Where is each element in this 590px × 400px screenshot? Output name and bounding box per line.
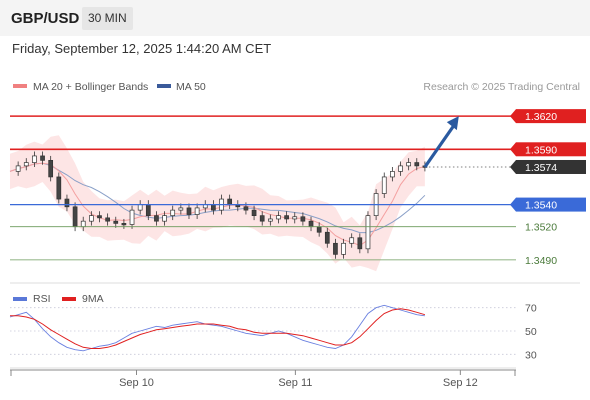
timeframe-badge[interactable]: 30 MIN (82, 7, 133, 30)
candle (162, 215, 167, 222)
rsi-series-9MA (10, 308, 426, 349)
rsi-legend-swatch (13, 297, 27, 301)
candle (186, 207, 192, 215)
candle (64, 198, 70, 208)
candle (97, 215, 102, 219)
candle (398, 165, 403, 172)
ma20-legend-label: MA 20 + Bollinger Bands (33, 81, 148, 93)
rsi-tick-label: 70 (525, 303, 537, 315)
rsi-panel: 70 50 30 (9, 303, 537, 361)
candle (23, 162, 29, 167)
level-label-box (516, 109, 586, 124)
bollinger-band (10, 135, 425, 272)
level-label-1.3620: 1.3620 (525, 111, 557, 123)
candle (390, 171, 395, 178)
candle (113, 220, 119, 224)
candle (316, 226, 322, 233)
rsi-series-RSI (9, 304, 425, 352)
time-tick-label: Sep 11 (278, 377, 312, 389)
candle (72, 206, 78, 228)
datetime-label: Friday, September 12, 2025 1:44:20 AM CE… (12, 41, 272, 56)
candle (243, 206, 249, 211)
candle (365, 215, 371, 250)
candle (284, 215, 289, 220)
level-label-box (516, 159, 586, 174)
candle (80, 220, 86, 228)
candle (357, 237, 363, 250)
level-lines: 1.3620 1.3590 1.3574 1.3540 1.3520 1.3490 (10, 109, 586, 267)
candle (259, 215, 265, 222)
candle (32, 155, 37, 163)
candle (324, 231, 330, 244)
candle (308, 220, 314, 228)
candle (121, 223, 127, 226)
ma9-legend-label: 9MA (82, 293, 104, 305)
candle (211, 204, 216, 211)
candle (341, 242, 346, 255)
candle (170, 209, 176, 216)
level-label-tip (510, 197, 516, 212)
candle (227, 198, 233, 205)
level-label-1.3490: 1.3490 (525, 255, 557, 267)
rsi-legend-label: RSI (33, 293, 51, 305)
level-label-tip (510, 159, 516, 174)
level-label-tip (510, 109, 516, 124)
candle (48, 160, 54, 178)
candle (129, 209, 135, 225)
ma50-legend-swatch (157, 84, 171, 88)
candle (40, 155, 45, 161)
candle (154, 215, 159, 222)
candle (89, 215, 94, 222)
candle (137, 204, 143, 211)
rsi-tick-label: 30 (525, 349, 537, 361)
candle (333, 242, 338, 255)
candle (251, 209, 257, 216)
symbol-title: GBP/USD (11, 10, 80, 27)
ma20-legend-swatch (13, 84, 27, 88)
level-label-tip (510, 142, 516, 157)
level-label-box (516, 142, 586, 157)
ma50-line (9, 162, 426, 234)
level-label-1.3590: 1.3590 (525, 144, 557, 156)
level-label-1.3520: 1.3520 (525, 222, 557, 234)
ma9-legend-swatch (62, 297, 76, 301)
candle (276, 215, 281, 220)
time-tick-label: Sep 12 (443, 377, 478, 389)
candle (292, 216, 298, 220)
candle (145, 204, 151, 216)
candle (178, 207, 184, 211)
level-label-box (516, 197, 586, 212)
ma50-legend-label: MA 50 (176, 81, 206, 93)
copyright-label: Research © 2025 Trading Central (423, 81, 580, 93)
candle (56, 176, 62, 200)
candle (194, 207, 200, 215)
projection-arrow-shaft (423, 123, 457, 168)
candle (349, 237, 355, 244)
projection-arrow-head (446, 116, 459, 131)
ma20-line (9, 162, 426, 247)
rsi-tick-label: 50 (525, 326, 537, 338)
level-label-1.3574: 1.3574 (525, 162, 557, 174)
time-tick-label: Sep 10 (119, 377, 154, 389)
candle (300, 216, 306, 222)
candle (406, 162, 411, 167)
candle (381, 176, 387, 194)
candle (15, 165, 21, 172)
level-label-1.3540: 1.3540 (525, 200, 557, 212)
candle (105, 217, 110, 222)
time-axis: Sep 10 Sep 11 Sep 12 (10, 369, 516, 389)
candle (414, 162, 420, 167)
candle (267, 218, 273, 222)
price-panel (9, 135, 428, 272)
